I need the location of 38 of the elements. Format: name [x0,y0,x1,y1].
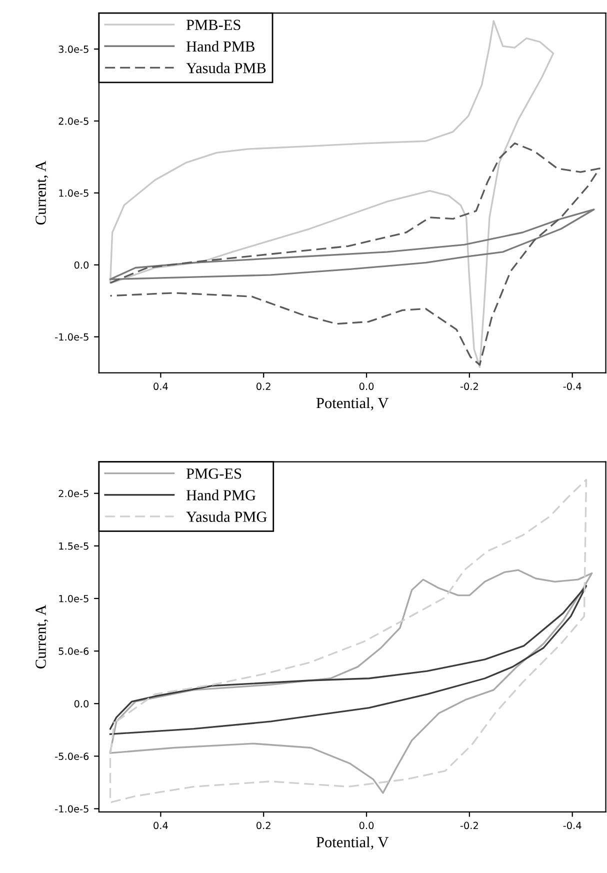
x-tick-label: 0.2 [256,822,270,830]
legend-label: Hand PMG [186,490,256,500]
y-tick-label: 0.0 [74,700,89,708]
y-tick-label: -1.0e-5 [55,333,88,341]
line-series [109,585,588,735]
legend-label: Hand PMB [186,40,254,52]
x-tick-label: -0.2 [460,382,478,390]
x-tick-label: 0.4 [154,822,168,830]
x-tick-label: 0.4 [154,382,168,390]
y-axis-title: Current, A [36,604,48,668]
line-series [109,478,588,804]
y-tick-label: 5.0e-6 [58,648,89,655]
y-tick-label: 1.5e-5 [59,542,88,550]
x-tick-label: 0.0 [359,382,374,390]
y-tick-label: 2.0e-5 [58,117,88,125]
x-tick-label: -0.2 [460,822,478,830]
legend-label: PMB-ES [186,20,240,30]
y-tick-label: 0.0 [74,261,89,269]
x-tick-label: 0.0 [359,822,374,830]
x-tick-label: -0.4 [563,382,582,390]
line-series [109,142,600,366]
y-axis-title: Current, A [36,160,48,225]
line-series [109,20,554,368]
legend-label: Yasuda PMB [186,62,266,74]
x-tick-label: -0.4 [563,822,582,830]
x-tick-label: 0.2 [256,382,270,390]
legend-label: PMG-ES [186,468,242,479]
y-tick-label: 2.0e-5 [58,490,88,498]
y-tick-label: 1.0e-5 [59,189,88,197]
line-series [109,208,595,280]
y-tick-label: -1.0e-5 [55,805,88,813]
x-axis-title: Potential, V [316,836,389,850]
line-series [109,569,593,794]
y-tick-label: 3.0e-5 [58,46,88,53]
legend-label: Yasuda PMG [186,511,267,522]
x-axis-title: Potential, V [316,397,389,410]
y-tick-label: 1.0e-5 [59,594,88,602]
y-tick-label: -5.0e-6 [55,752,89,760]
